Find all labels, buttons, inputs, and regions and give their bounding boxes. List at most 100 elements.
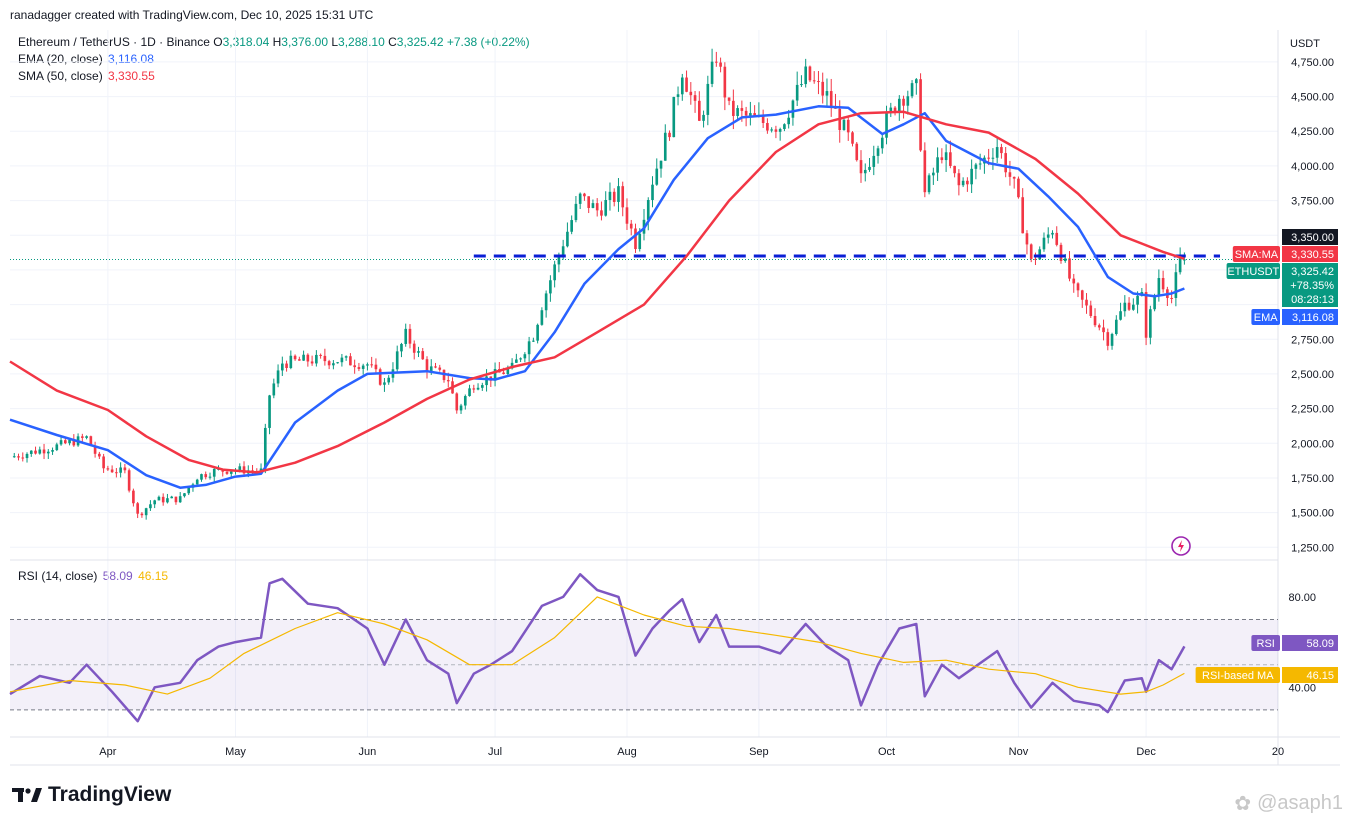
candle bbox=[553, 260, 556, 288]
candle-body bbox=[1072, 278, 1076, 284]
candle bbox=[161, 493, 165, 506]
candle bbox=[889, 102, 893, 118]
candle-body bbox=[408, 328, 412, 344]
candle-body bbox=[480, 385, 484, 388]
candle bbox=[1055, 226, 1059, 247]
rsi-tag-value: 58.09 bbox=[1306, 638, 1334, 650]
candle-body bbox=[149, 504, 152, 509]
candle bbox=[761, 109, 765, 128]
candle-body bbox=[323, 355, 327, 362]
candle-body bbox=[808, 66, 812, 81]
rsi-line bbox=[9, 573, 1186, 723]
candle-body bbox=[493, 369, 497, 381]
time-tick-label: Jul bbox=[488, 746, 502, 758]
candle-body bbox=[1059, 244, 1063, 262]
symbol-legend[interactable]: Ethereum / TetherUS · 1D · Binance O3,31… bbox=[18, 34, 530, 50]
price-tick-label: 1,250.00 bbox=[1291, 542, 1334, 554]
candle bbox=[808, 65, 812, 83]
candle-body bbox=[872, 155, 876, 167]
candle bbox=[995, 136, 999, 163]
candle bbox=[268, 394, 271, 435]
candle-body bbox=[600, 210, 603, 216]
candle-body bbox=[893, 107, 897, 114]
candle bbox=[387, 375, 391, 385]
candle bbox=[455, 392, 459, 414]
candle-body bbox=[536, 324, 539, 341]
sma-legend[interactable]: SMA (50, close) 3,330.55 bbox=[18, 68, 155, 84]
ema-tag: EMA 3,116.08 bbox=[1251, 309, 1338, 325]
candle bbox=[336, 361, 339, 364]
candle bbox=[966, 177, 969, 192]
candle-body bbox=[1157, 278, 1161, 296]
candle-body bbox=[923, 150, 927, 193]
resistance-tag-value: 3,350.00 bbox=[1291, 232, 1334, 244]
candle-body bbox=[970, 168, 973, 185]
ema-tag-value-box bbox=[1282, 309, 1338, 325]
candle-body bbox=[476, 387, 480, 390]
flash-icon[interactable] bbox=[1170, 535, 1192, 557]
candle bbox=[1017, 176, 1020, 199]
candle-body bbox=[595, 203, 599, 211]
candle bbox=[519, 357, 522, 363]
candle-body bbox=[361, 365, 365, 369]
candle-body bbox=[1046, 234, 1050, 238]
candle bbox=[212, 467, 216, 482]
candle bbox=[1097, 323, 1101, 331]
last-price-tag-value-box bbox=[1282, 263, 1338, 307]
ema-legend[interactable]: EMA (20, close) 3,116.08 bbox=[18, 51, 154, 67]
rsi-tag-label-box bbox=[1251, 635, 1280, 651]
candle-body bbox=[38, 449, 42, 454]
candle-body bbox=[689, 91, 693, 96]
candle-body bbox=[378, 369, 382, 385]
candle-body bbox=[1025, 233, 1029, 245]
open-label: O bbox=[213, 35, 223, 49]
candle-body bbox=[93, 445, 97, 454]
rsi-tag-value-box bbox=[1282, 635, 1338, 651]
candle-body bbox=[936, 157, 939, 173]
candle bbox=[532, 337, 535, 343]
candle-body bbox=[885, 113, 888, 138]
ema-tag-value: 3,116.08 bbox=[1292, 312, 1334, 324]
candle bbox=[263, 423, 267, 474]
candle bbox=[621, 181, 625, 217]
rsi-legend[interactable]: RSI (14, close) 58.09 46.15 bbox=[18, 568, 168, 584]
candle bbox=[1034, 252, 1037, 265]
candle-body bbox=[532, 340, 535, 342]
candle-body bbox=[263, 427, 267, 469]
candle-body bbox=[625, 207, 629, 224]
candle bbox=[1144, 283, 1148, 346]
candle-body bbox=[1038, 249, 1042, 260]
candle-body bbox=[770, 129, 773, 131]
candle bbox=[1161, 270, 1165, 293]
candle bbox=[604, 191, 608, 217]
candle bbox=[783, 123, 786, 132]
candle bbox=[1174, 263, 1178, 307]
candle bbox=[340, 353, 344, 367]
candle bbox=[625, 198, 629, 230]
high-label: H bbox=[272, 35, 282, 49]
tradingview-brand[interactable]: TradingView bbox=[12, 783, 171, 807]
candle bbox=[923, 142, 927, 198]
candle-body bbox=[395, 351, 399, 370]
candle bbox=[1076, 282, 1080, 298]
candle-body bbox=[1080, 290, 1084, 300]
candle-body bbox=[174, 496, 178, 503]
candle-body bbox=[1174, 272, 1178, 298]
candle bbox=[353, 359, 356, 374]
candle-body bbox=[1076, 283, 1080, 291]
candle bbox=[570, 215, 573, 235]
resistance-tag-value-box bbox=[1282, 229, 1338, 245]
currency-label[interactable]: USDT bbox=[1290, 38, 1320, 50]
candle bbox=[770, 127, 773, 133]
candle bbox=[463, 394, 467, 410]
last-price-tag-label-box bbox=[1226, 263, 1280, 279]
open-value: 3,318.04 bbox=[222, 35, 270, 49]
price-tick-label: 4,500.00 bbox=[1291, 92, 1334, 104]
candle-body bbox=[383, 382, 386, 385]
candle bbox=[915, 78, 918, 95]
candle-body bbox=[587, 196, 591, 208]
candle-body bbox=[1008, 172, 1012, 177]
candle-body bbox=[340, 357, 344, 363]
candle bbox=[1025, 230, 1029, 255]
